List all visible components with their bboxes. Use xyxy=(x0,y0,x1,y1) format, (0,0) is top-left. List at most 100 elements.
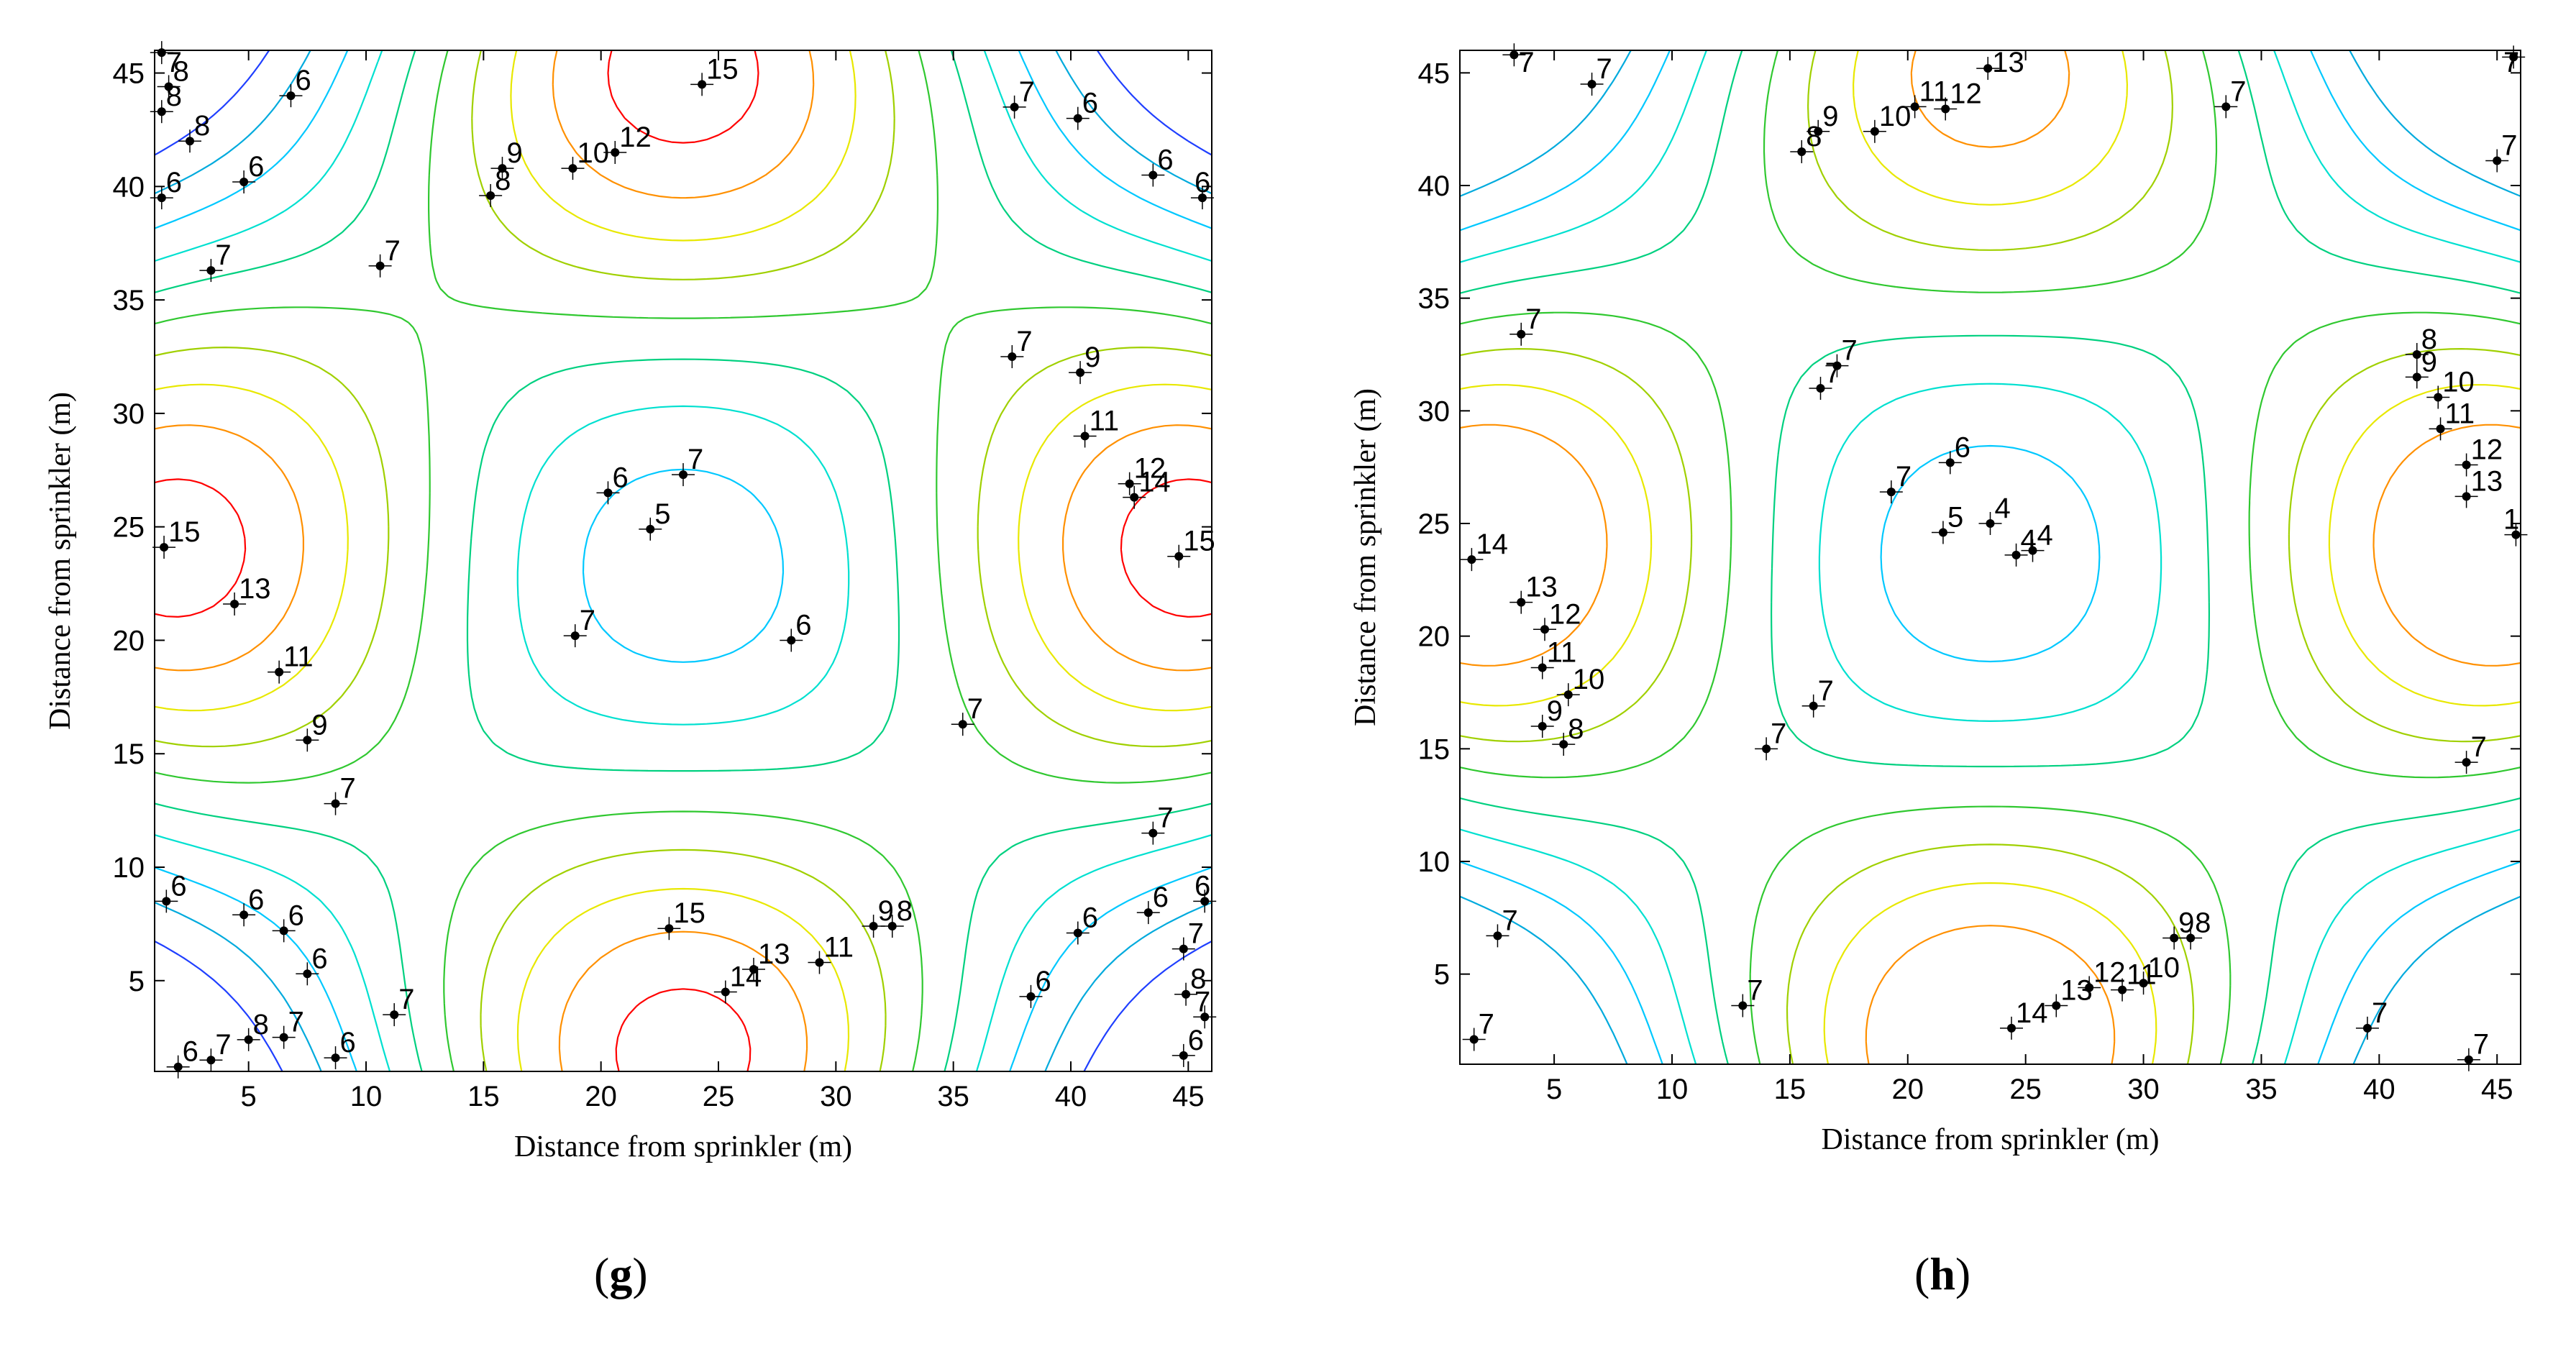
contour-label: 6 xyxy=(1157,145,1173,176)
x-tick-label: 30 xyxy=(2127,1074,2160,1105)
contour-label: 6 xyxy=(311,943,327,974)
contour-label: 7 xyxy=(385,235,401,267)
x-tick-label: 15 xyxy=(467,1081,500,1112)
label-dot xyxy=(1816,384,1825,393)
contour-label: 6 xyxy=(1035,966,1051,997)
contour-label: 6 xyxy=(183,1036,198,1068)
label-dot xyxy=(679,470,688,480)
label-dot xyxy=(1941,104,1950,114)
label-dot xyxy=(1517,329,1526,339)
contour-label: 7 xyxy=(1502,905,1517,936)
y-tick-label: 45 xyxy=(113,58,145,90)
label-dot xyxy=(1538,663,1547,672)
contour-label: 9 xyxy=(311,709,327,741)
contour-level-9 xyxy=(1460,50,2521,1064)
label-dot xyxy=(239,910,249,920)
label-dot xyxy=(1986,519,1995,528)
contour-label: 13 xyxy=(758,938,790,970)
label-dot xyxy=(2462,492,2471,501)
contour-label: 1 xyxy=(2503,504,2519,536)
x-tick-label: 10 xyxy=(350,1081,383,1112)
contour-label: 9 xyxy=(1084,342,1100,373)
label-dot xyxy=(2139,979,2148,988)
label-dot xyxy=(2362,1023,2372,1033)
contour-label: 6 xyxy=(1955,431,1970,463)
contour-label: 6 xyxy=(288,900,304,931)
contour-label: 14 xyxy=(1476,529,1508,560)
contour-label: 10 xyxy=(577,137,609,169)
label-dot xyxy=(1809,701,1818,710)
y-tick-label: 10 xyxy=(1418,846,1451,878)
y-tick-label: 35 xyxy=(1418,283,1451,315)
contour-label: 12 xyxy=(1549,598,1581,630)
contour-label: 7 xyxy=(580,605,595,636)
contour-level-12 xyxy=(155,50,1212,1071)
label-dot xyxy=(390,1010,399,1020)
contour-label: 8 xyxy=(166,81,182,112)
contour-level-9 xyxy=(155,50,1212,1071)
label-dot xyxy=(2186,933,2196,943)
contour-level-10 xyxy=(155,50,1212,1071)
x-tick-label: 35 xyxy=(937,1081,969,1112)
label-dot xyxy=(1125,479,1134,488)
y-tick-label: 30 xyxy=(113,398,145,430)
label-dot xyxy=(2493,156,2502,165)
contour-label: 6 xyxy=(340,1027,356,1058)
contour-label: 9 xyxy=(1547,695,1563,727)
label-dot xyxy=(2052,1001,2061,1010)
y-tick-label: 40 xyxy=(1418,170,1451,202)
contour-label: 15 xyxy=(706,53,738,85)
x-tick-label: 10 xyxy=(1656,1074,1689,1105)
contour-label: 6 xyxy=(1153,882,1169,913)
label-dot xyxy=(887,922,897,931)
label-dot xyxy=(2462,758,2471,767)
contour-label: 13 xyxy=(239,573,271,605)
label-dot xyxy=(162,897,171,906)
contour-label: 7 xyxy=(1188,918,1204,950)
contour-label: 7 xyxy=(2471,731,2487,763)
contour-label: 8 xyxy=(1806,121,1822,152)
label-dot xyxy=(2007,1023,2016,1033)
label-dot xyxy=(1076,368,1085,378)
contour-label: 12 xyxy=(1134,453,1166,485)
x-tick-label: 25 xyxy=(703,1081,735,1112)
contour-label: 6 xyxy=(248,151,264,183)
label-dot xyxy=(1143,908,1153,918)
label-dot xyxy=(230,599,239,608)
contour-label: 8 xyxy=(2421,324,2437,355)
label-dot xyxy=(2011,550,2021,559)
plot-frame xyxy=(154,50,1212,1072)
label-dot xyxy=(1814,127,1823,136)
label-dot xyxy=(2170,933,2179,943)
label-dot xyxy=(186,137,194,146)
contour-level-15 xyxy=(155,50,1212,1071)
y-tick-label: 15 xyxy=(1418,733,1451,765)
contour-label: 15 xyxy=(168,516,200,548)
contour-label: 7 xyxy=(1479,1009,1494,1040)
x-tick-label: 30 xyxy=(820,1081,852,1112)
contour-level-11 xyxy=(1460,50,2521,1064)
y-axis-label: Distance from sprinkler (m) xyxy=(44,392,77,730)
label-dot xyxy=(1587,80,1597,88)
label-dot xyxy=(646,524,655,534)
label-dot xyxy=(1148,828,1158,838)
label-dot xyxy=(375,261,385,270)
label-dot xyxy=(157,193,166,203)
contour-level-10 xyxy=(1460,50,2521,1064)
contour-label: 6 xyxy=(295,65,311,96)
x-tick-label: 40 xyxy=(1055,1081,1087,1112)
contour-label: 11 xyxy=(2445,398,2475,429)
label-dot xyxy=(869,922,878,931)
label-dot xyxy=(2434,393,2443,402)
label-dot xyxy=(1559,740,1568,749)
label-dot xyxy=(1174,552,1184,561)
contour-label: 15 xyxy=(673,897,705,929)
contour-label: 7 xyxy=(1896,461,1912,493)
contour-label: 7 xyxy=(2501,130,2517,162)
y-tick-label: 40 xyxy=(113,171,145,203)
label-dot xyxy=(664,924,674,933)
x-tick-label: 35 xyxy=(2245,1074,2278,1105)
plot-frame xyxy=(1459,50,2521,1065)
y-tick-label: 25 xyxy=(1418,508,1451,540)
contour-label: 9 xyxy=(506,137,522,169)
